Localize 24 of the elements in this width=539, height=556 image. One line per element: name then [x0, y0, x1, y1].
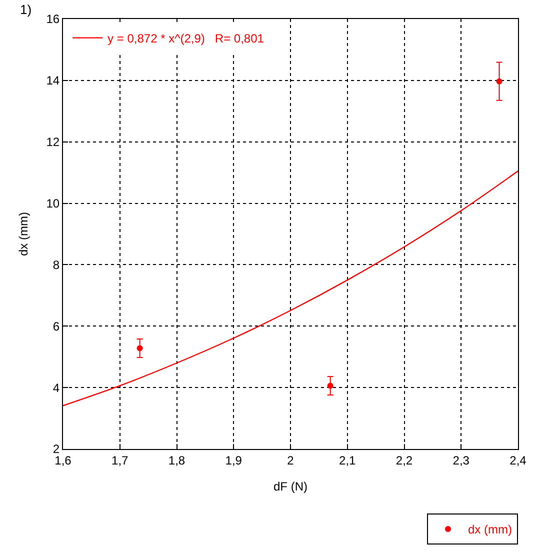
y-tick-label: 4 [52, 380, 60, 395]
y-tick-label: 6 [52, 319, 60, 334]
x-tick-label: 1,9 [225, 453, 242, 468]
x-axis-title: dF (N) [274, 479, 308, 494]
x-tick-label: 2 [287, 453, 294, 468]
x-tick-label: 2,3 [452, 453, 470, 468]
point [136, 345, 143, 352]
point [327, 382, 334, 389]
y-axis-title: dx (mm) [16, 212, 31, 256]
legend-label: y = 0,872 * x^(2,9) R= 0,801 [108, 31, 264, 46]
x-tick-label: 2,1 [339, 453, 356, 468]
line-series [63, 170, 518, 406]
point [496, 78, 502, 84]
text: 1) [20, 2, 32, 17]
y-tick-label: 16 [46, 12, 60, 26]
y-tick-label: 14 [46, 74, 60, 88]
x-tick-label: 1,8 [168, 453, 186, 468]
y-tick-label: 8 [52, 258, 60, 272]
x-tick-label: 2,2 [396, 453, 413, 468]
legend-label: dx (mm) [468, 522, 512, 537]
y-tick-label: 10 [46, 196, 60, 210]
x-tick-label: 1,7 [112, 453, 129, 468]
y-tick-label: 12 [46, 135, 60, 150]
x-tick-label: 2,4 [510, 453, 527, 468]
